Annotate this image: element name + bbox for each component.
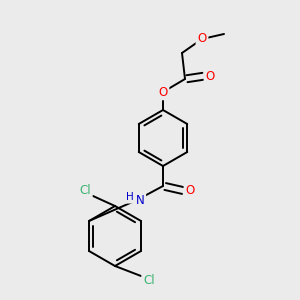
Text: O: O — [197, 32, 207, 46]
Text: H: H — [126, 192, 134, 202]
Text: O: O — [206, 70, 214, 83]
Text: O: O — [185, 184, 195, 197]
Text: Cl: Cl — [143, 274, 155, 287]
Text: N: N — [136, 194, 144, 206]
Text: O: O — [158, 85, 168, 98]
Text: Cl: Cl — [79, 184, 91, 197]
